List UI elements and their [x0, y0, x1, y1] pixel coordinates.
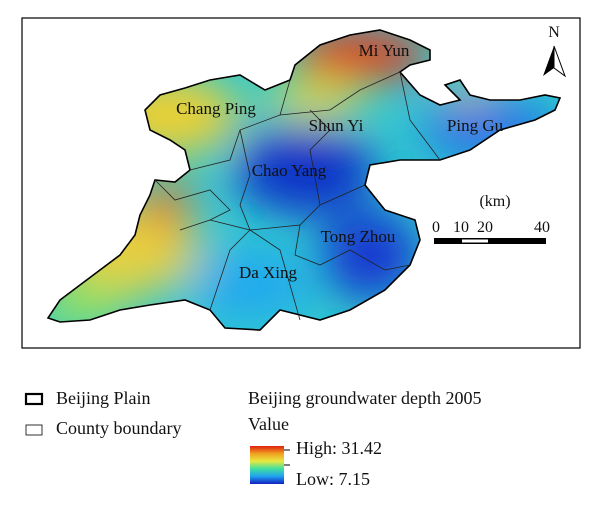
scale-tick: 10: [453, 219, 469, 236]
legend-subtitle: Value: [248, 414, 289, 434]
county-boundaries: [154, 71, 441, 321]
district-label: Ping Gu: [447, 116, 504, 135]
district-label: Chao Yang: [252, 161, 327, 180]
district-labels: Mi Yun Chang Ping Shun Yi Ping Gu Chao Y…: [176, 41, 504, 282]
legend-item: County boundary: [56, 418, 182, 438]
legend: Beijing Plain County boundary Beijing gr…: [24, 388, 481, 489]
legend-item: Beijing Plain: [56, 388, 151, 408]
plain-swatch: [24, 392, 44, 406]
scale-tick: 0: [432, 219, 440, 236]
north-label: N: [548, 24, 560, 41]
scale-bar: (km) 0 10 20 40: [432, 193, 550, 244]
legend-title: Beijing groundwater depth 2005: [248, 388, 481, 408]
north-arrow: N: [543, 24, 567, 78]
district-label: Shun Yi: [309, 116, 364, 135]
legend-low: Low: 7.15: [296, 469, 370, 489]
district-label: Mi Yun: [359, 41, 410, 60]
legend-high: High: 31.42: [296, 438, 382, 458]
scale-tick: 40: [534, 219, 550, 236]
district-label: Chang Ping: [176, 99, 256, 118]
color-ramp: [250, 446, 284, 484]
county-swatch: [25, 424, 43, 436]
scale-unit: (km): [479, 193, 510, 210]
district-label: Da Xing: [239, 263, 298, 282]
district-label: Tong Zhou: [321, 227, 396, 246]
scale-tick: 20: [477, 219, 493, 236]
